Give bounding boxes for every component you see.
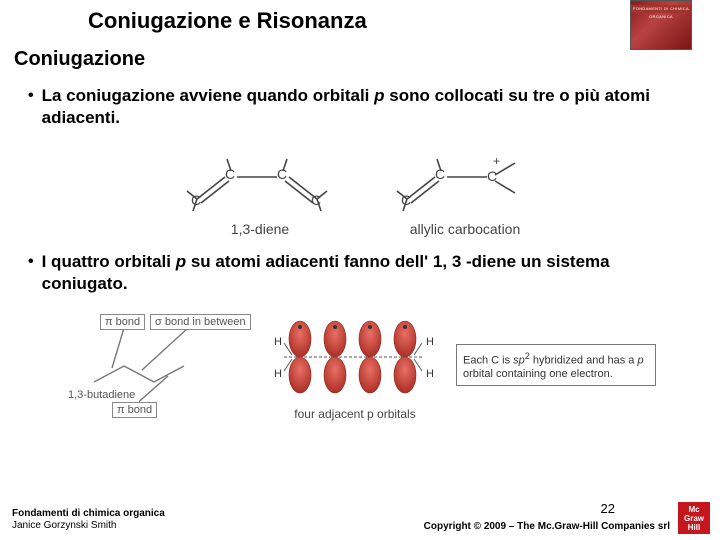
- svg-text:C: C: [311, 192, 321, 208]
- mcgraw-hill-logo: Mc Graw Hill: [678, 502, 710, 534]
- tag-pi-bond-bottom: π bond: [112, 402, 157, 418]
- orbitals-caption: four adjacent p orbitals: [294, 407, 415, 421]
- page-number: 22: [601, 501, 615, 516]
- figure-orbitals: π bond σ bond in between 1,3-butadiene π…: [0, 309, 720, 421]
- svg-text:C: C: [191, 192, 201, 208]
- svg-text:H: H: [274, 368, 282, 380]
- slide-title: Coniugazione e Risonanza: [0, 0, 720, 34]
- p-orbitals-graphic: H H H H four adjacent p orbitals: [260, 309, 450, 421]
- section-heading: Coniugazione: [0, 34, 720, 71]
- structure-allylic-carbocation: C C C + allylic carbocation: [395, 147, 535, 237]
- figure-skeletal-structures: C C C C 1,3-diene: [0, 147, 720, 237]
- orbital-note-box: Each C is sp2 hybridized and has a p orb…: [456, 344, 656, 387]
- tag-pi-bond-top: π bond: [100, 314, 145, 330]
- bullet-1: • La coniugazione avviene quando orbital…: [0, 71, 720, 129]
- label-allylic-carbocation: allylic carbocation: [410, 221, 521, 237]
- svg-text:C: C: [277, 166, 287, 182]
- bullet-2: • I quattro orbitali p su atomi adiacent…: [0, 237, 720, 295]
- structure-13diene: C C C C 1,3-diene: [185, 147, 335, 237]
- bullet-dot: •: [28, 85, 34, 107]
- butadiene-bond-diagram: π bond σ bond in between 1,3-butadiene π…: [64, 310, 254, 420]
- svg-text:C: C: [487, 168, 497, 184]
- book-cover-band: FONDAMENTI DI CHIMICA ORGANICA: [631, 5, 691, 13]
- svg-text:H: H: [274, 336, 282, 348]
- footer-book-title: Fondamenti di chimica organica: [12, 508, 165, 520]
- label-13diene: 1,3-diene: [231, 221, 289, 237]
- bullet-dot: •: [28, 251, 34, 273]
- svg-text:C: C: [435, 166, 445, 182]
- svg-text:C: C: [401, 192, 411, 208]
- footer-left: Fondamenti di chimica organica Janice Go…: [12, 508, 165, 532]
- footer-copyright: Copyright © 2009 – The Mc.Graw-Hill Comp…: [424, 521, 670, 532]
- book-cover-thumbnail: FONDAMENTI DI CHIMICA ORGANICA: [630, 0, 692, 50]
- bullet-1-text: La coniugazione avviene quando orbitali …: [42, 85, 692, 129]
- tag-sigma-bond: σ bond in between: [150, 314, 251, 330]
- orbital-note-container: Each C is sp2 hybridized and has a p orb…: [456, 344, 656, 387]
- svg-text:H: H: [426, 368, 434, 380]
- footer-author: Janice Gorzynski Smith: [12, 520, 165, 532]
- label-13butadiene: 1,3-butadiene: [64, 388, 139, 402]
- svg-text:H: H: [426, 336, 434, 348]
- bullet-2-text: I quattro orbitali p su atomi adiacenti …: [42, 251, 692, 295]
- svg-text:C: C: [225, 166, 235, 182]
- svg-text:+: +: [493, 154, 500, 168]
